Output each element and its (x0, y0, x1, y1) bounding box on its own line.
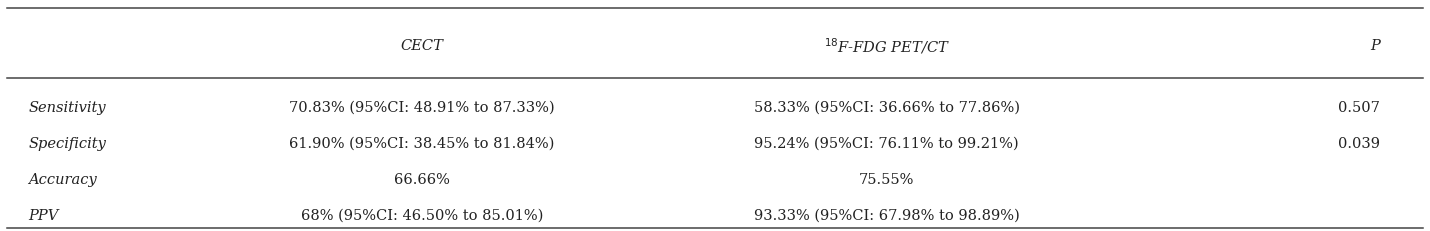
Text: $^{18}$F-FDG PET/CT: $^{18}$F-FDG PET/CT (824, 36, 950, 56)
Text: 75.55%: 75.55% (859, 172, 914, 186)
Text: Accuracy: Accuracy (29, 172, 97, 186)
Text: PPV: PPV (29, 208, 59, 222)
Text: Specificity: Specificity (29, 136, 106, 150)
Text: 93.33% (95%CI: 67.98% to 98.89%): 93.33% (95%CI: 67.98% to 98.89%) (754, 208, 1020, 222)
Text: 95.24% (95%CI: 76.11% to 99.21%): 95.24% (95%CI: 76.11% to 99.21%) (754, 136, 1020, 150)
Text: 68% (95%CI: 46.50% to 85.01%): 68% (95%CI: 46.50% to 85.01%) (300, 208, 543, 222)
Text: 0.039: 0.039 (1338, 136, 1380, 150)
Text: CECT: CECT (400, 39, 443, 53)
Text: P: P (1370, 39, 1380, 53)
Text: Sensitivity: Sensitivity (29, 100, 106, 114)
Text: 0.507: 0.507 (1338, 100, 1380, 114)
Text: 70.83% (95%CI: 48.91% to 87.33%): 70.83% (95%CI: 48.91% to 87.33%) (289, 100, 555, 114)
Text: 66.66%: 66.66% (393, 172, 450, 186)
Text: 58.33% (95%CI: 36.66% to 77.86%): 58.33% (95%CI: 36.66% to 77.86%) (754, 100, 1020, 114)
Text: 61.90% (95%CI: 38.45% to 81.84%): 61.90% (95%CI: 38.45% to 81.84%) (289, 136, 555, 150)
